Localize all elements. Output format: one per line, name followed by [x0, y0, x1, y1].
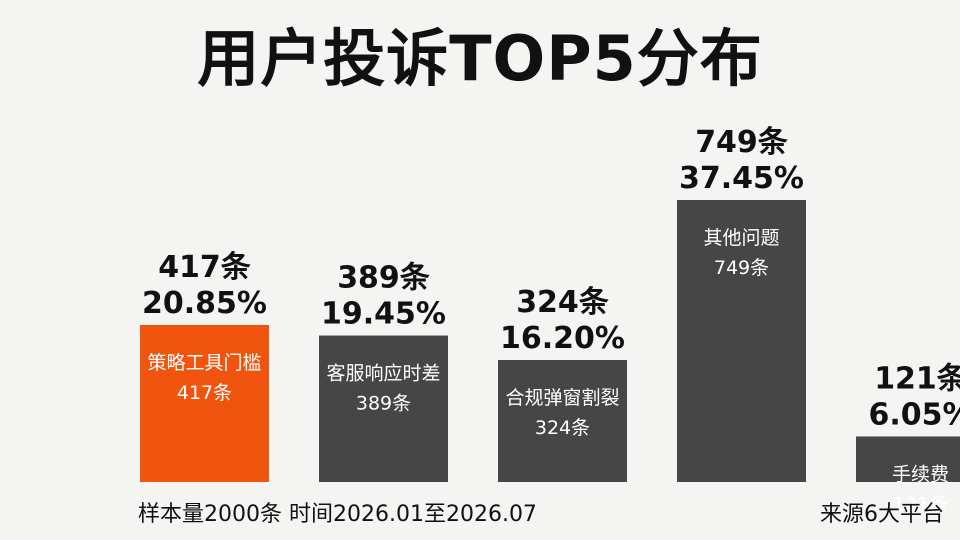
- bar-percent-label: 19.45%: [321, 297, 446, 332]
- bar-value-label: 417条: [158, 250, 251, 285]
- bar-inner-value-label: 389条: [356, 393, 411, 415]
- bar-category-label: 其他问题: [703, 227, 779, 249]
- bar: [319, 335, 448, 482]
- bar-percent-label: 16.20%: [500, 321, 625, 356]
- bar-value-label: 389条: [337, 261, 430, 296]
- chart-title: 用户投诉TOP5分布: [197, 22, 763, 95]
- bar-category-label: 手续费: [892, 463, 949, 485]
- bar-value-label: 324条: [516, 285, 609, 320]
- bar-category-label: 合规弹窗割裂: [505, 387, 619, 409]
- bar: [498, 360, 627, 482]
- bar-percent-label: 6.05%: [868, 397, 960, 432]
- source-note: 来源6大平台: [820, 502, 944, 527]
- bar-category-label: 客服响应时差: [326, 363, 440, 385]
- bar-inner-value-label: 324条: [535, 417, 590, 439]
- bar-value-label: 121条: [874, 361, 960, 396]
- bar-inner-value-label: 417条: [177, 382, 232, 404]
- bar: [856, 436, 960, 482]
- bar-inner-value-label: 749条: [714, 257, 769, 279]
- bar-inner-value-label: 121条: [893, 493, 948, 515]
- bar-value-label: 749条: [695, 125, 788, 160]
- sample-note: 样本量2000条 时间2026.01至2026.07: [138, 502, 537, 527]
- bar: [677, 200, 806, 482]
- bar-category-label: 策略工具门槛: [147, 352, 261, 374]
- bar: [140, 324, 269, 482]
- bar-percent-label: 37.45%: [679, 161, 804, 196]
- bar-percent-label: 20.85%: [142, 286, 267, 321]
